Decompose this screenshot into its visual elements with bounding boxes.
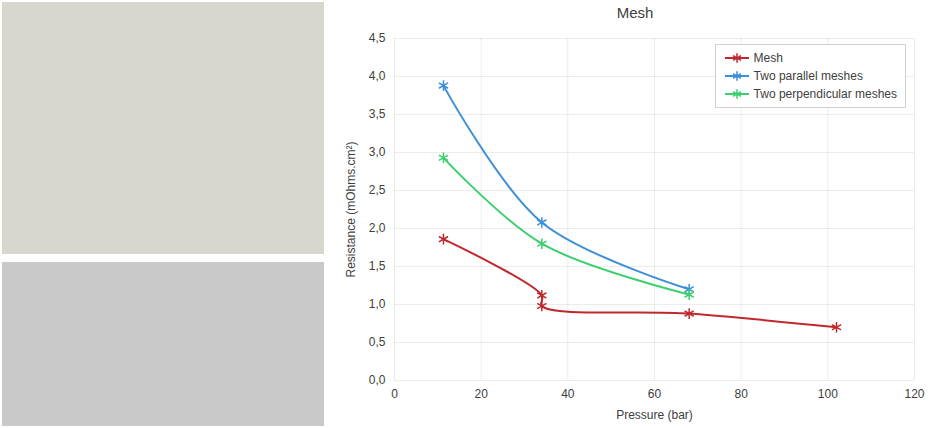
svg-text:0,5: 0,5	[369, 335, 386, 349]
svg-text:Resistance (mOhms.cm²): Resistance (mOhms.cm²)	[344, 141, 358, 277]
svg-text:20: 20	[474, 387, 488, 401]
svg-text:3,0: 3,0	[369, 145, 386, 159]
svg-text:4,5: 4,5	[369, 31, 386, 45]
svg-text:1,0: 1,0	[369, 297, 386, 311]
svg-text:120: 120	[904, 387, 924, 401]
html-text:Mesh: Mesh	[753, 51, 783, 65]
svg-text:0,0: 0,0	[369, 373, 386, 387]
svg-text:80: 80	[734, 387, 748, 401]
svg-text:4,0: 4,0	[369, 69, 386, 83]
svg-text:100: 100	[818, 387, 838, 401]
svg-text:2,5: 2,5	[369, 183, 386, 197]
svg-text:2,0: 2,0	[369, 221, 386, 235]
svg-text:Pressure (bar): Pressure (bar)	[616, 408, 693, 422]
svg-text:40: 40	[561, 387, 575, 401]
html-text:Two parallel meshes: Two parallel meshes	[753, 69, 863, 83]
svg-text:0: 0	[391, 387, 398, 401]
svg-text:1,5: 1,5	[369, 259, 386, 273]
svg-text:3,5: 3,5	[369, 107, 386, 121]
html-text:Mesh: Mesh	[616, 4, 654, 21]
html-text:Two perpendicular meshes: Two perpendicular meshes	[753, 87, 897, 101]
svg-text:60: 60	[648, 387, 662, 401]
